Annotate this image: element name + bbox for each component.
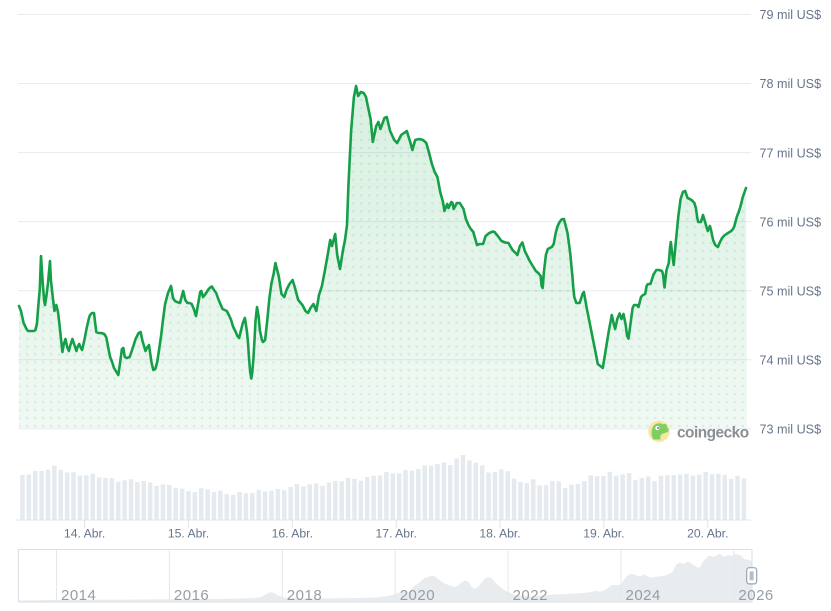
- svg-text:79 mil US$: 79 mil US$: [760, 8, 822, 22]
- svg-text:2026: 2026: [738, 587, 773, 604]
- svg-text:19. Abr.: 19. Abr.: [583, 527, 624, 541]
- svg-text:2024: 2024: [626, 587, 661, 604]
- svg-text:20. Abr.: 20. Abr.: [687, 527, 728, 541]
- svg-text:17. Abr.: 17. Abr.: [376, 527, 417, 541]
- svg-text:76 mil US$: 76 mil US$: [760, 215, 822, 229]
- svg-text:2016: 2016: [174, 587, 209, 604]
- svg-text:75 mil US$: 75 mil US$: [760, 284, 822, 298]
- svg-text:18. Abr.: 18. Abr.: [479, 527, 520, 541]
- svg-text:2022: 2022: [513, 587, 548, 604]
- svg-text:16. Abr.: 16. Abr.: [272, 527, 313, 541]
- svg-text:77 mil US$: 77 mil US$: [760, 146, 822, 160]
- svg-text:2018: 2018: [287, 587, 322, 604]
- svg-text:73 mil US$: 73 mil US$: [760, 423, 822, 437]
- svg-text:2020: 2020: [400, 587, 435, 604]
- svg-text:coingecko: coingecko: [677, 425, 749, 442]
- svg-text:74 mil US$: 74 mil US$: [760, 353, 822, 367]
- svg-text:14. Abr.: 14. Abr.: [64, 527, 105, 541]
- svg-text:78 mil US$: 78 mil US$: [760, 77, 822, 91]
- svg-text:2014: 2014: [61, 587, 96, 604]
- svg-text:15. Abr.: 15. Abr.: [168, 527, 209, 541]
